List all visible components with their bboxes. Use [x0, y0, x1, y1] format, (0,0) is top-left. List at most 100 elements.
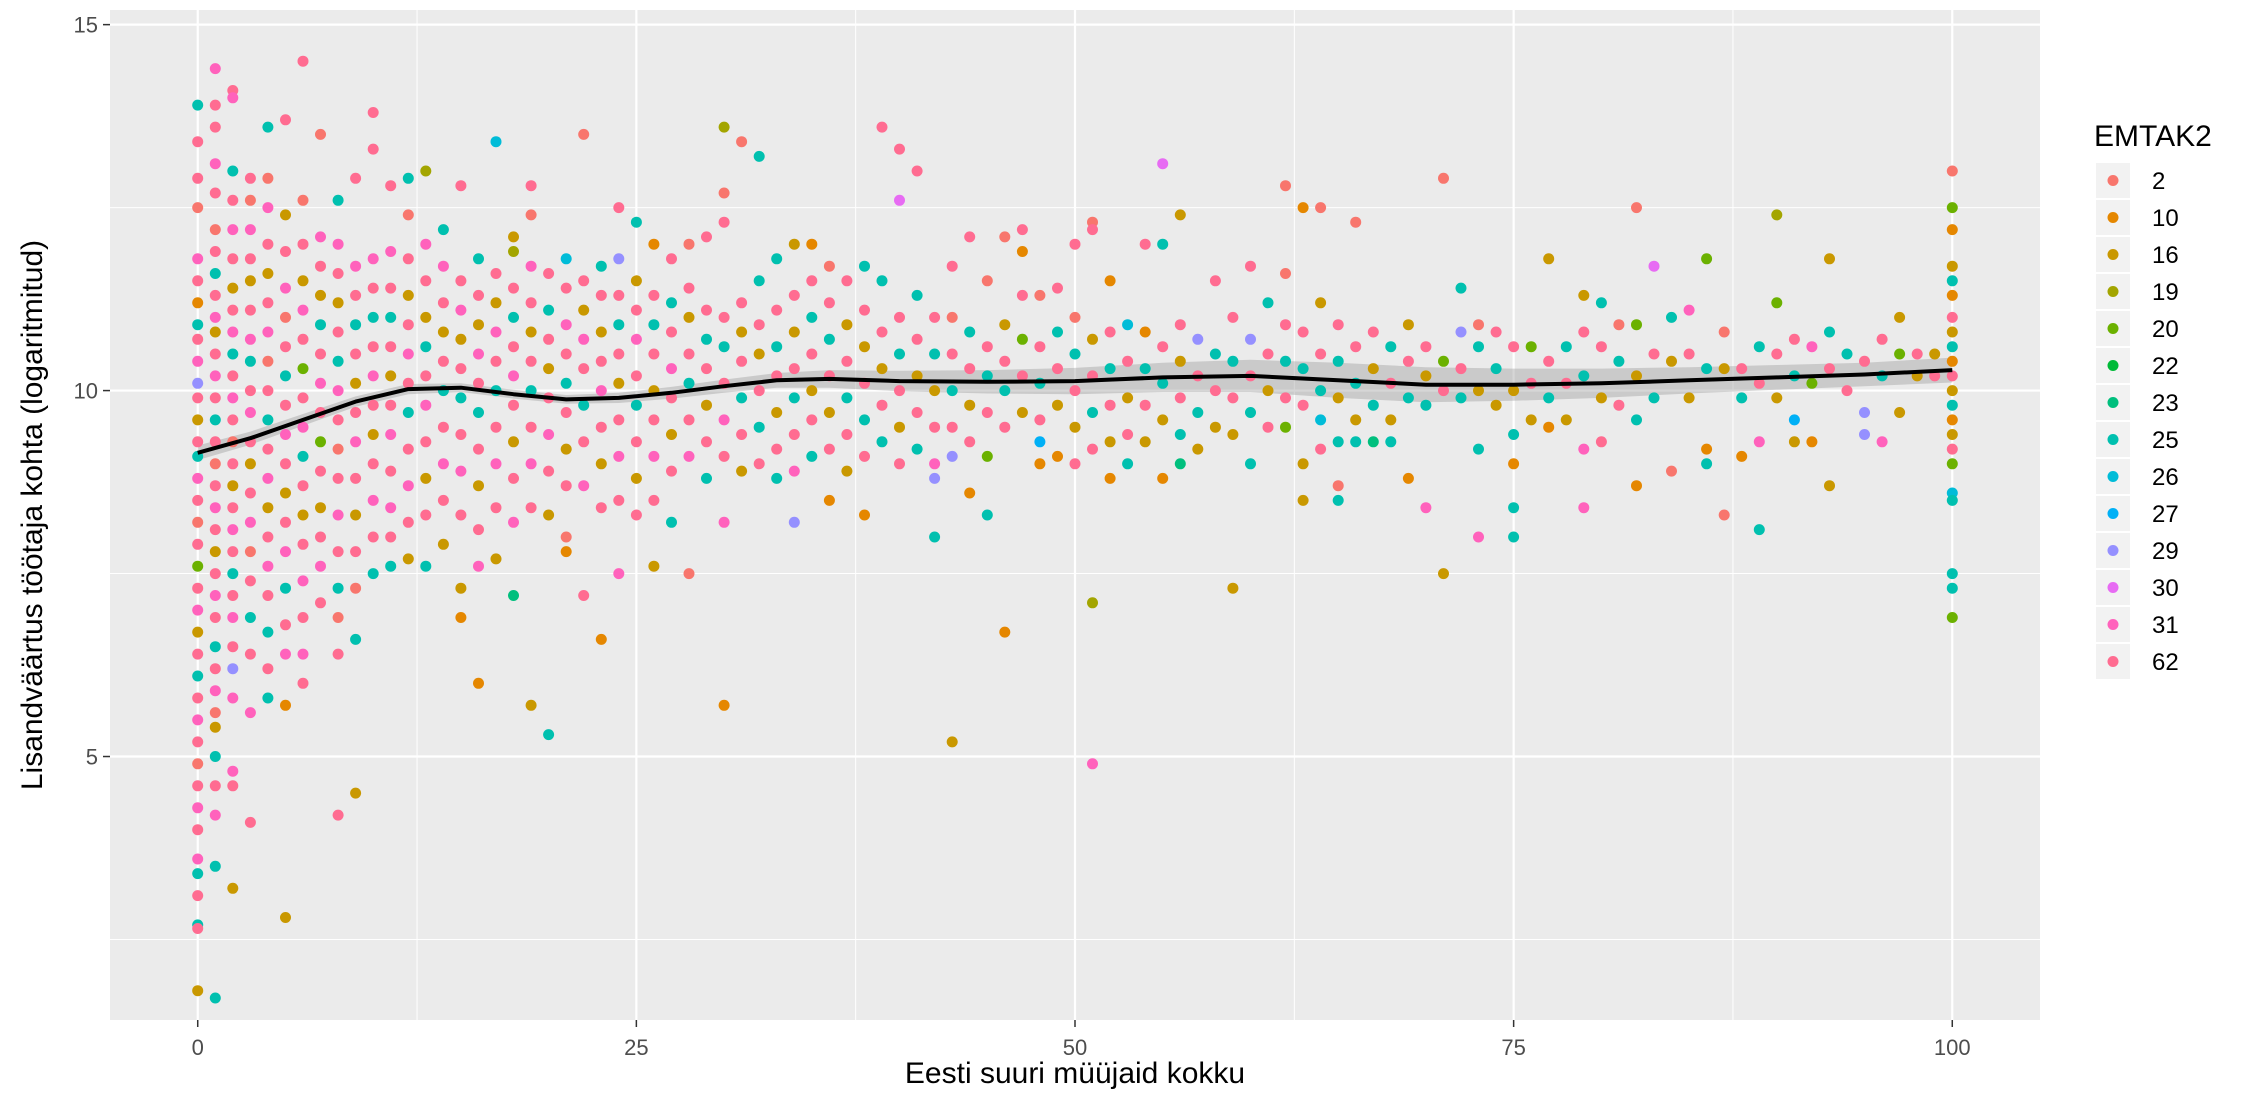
data-point	[209, 685, 221, 697]
data-point	[1859, 355, 1870, 367]
data-point	[543, 429, 555, 440]
data-point	[876, 399, 888, 411]
data-point	[1946, 355, 1958, 367]
data-point	[192, 692, 204, 704]
data-point	[508, 436, 519, 448]
data-point	[367, 429, 379, 440]
data-point	[964, 487, 976, 499]
data-point	[1157, 414, 1169, 426]
data-point	[666, 326, 677, 338]
data-point	[1052, 326, 1063, 338]
data-point	[999, 421, 1011, 433]
data-point	[227, 194, 239, 206]
data-point	[946, 385, 958, 397]
data-point	[332, 809, 344, 821]
data-point	[1543, 355, 1555, 367]
data-point	[560, 407, 572, 418]
data-point	[385, 370, 397, 382]
data-point	[244, 172, 256, 184]
data-point	[1473, 385, 1484, 397]
data-point	[806, 450, 818, 462]
data-point	[683, 568, 695, 580]
data-point	[420, 311, 432, 323]
data-point	[332, 414, 344, 426]
data-point	[1946, 399, 1958, 411]
data-point	[280, 282, 291, 294]
data-point	[788, 429, 800, 440]
data-point	[244, 546, 256, 558]
data-point	[402, 253, 414, 265]
data-point	[1069, 458, 1081, 470]
data-point	[806, 348, 818, 360]
data-point	[297, 648, 309, 660]
data-point	[894, 458, 905, 470]
data-point	[736, 297, 748, 309]
data-point	[1859, 407, 1870, 418]
data-point	[209, 311, 221, 323]
data-point	[244, 612, 256, 623]
data-point	[227, 458, 239, 470]
data-point	[1946, 275, 1958, 287]
data-point	[1139, 436, 1151, 448]
data-point	[297, 421, 309, 433]
data-point	[1701, 443, 1713, 455]
data-point	[192, 472, 204, 484]
data-point	[736, 429, 748, 440]
data-point	[1157, 341, 1169, 353]
data-point	[192, 333, 204, 345]
data-point	[788, 465, 800, 477]
data-point	[209, 436, 221, 448]
data-point	[841, 319, 853, 331]
data-point	[455, 363, 467, 375]
data-point	[209, 524, 221, 536]
data-point	[350, 582, 362, 594]
data-point	[666, 363, 677, 375]
data-point	[367, 399, 379, 411]
data-point	[262, 531, 274, 543]
data-point	[1595, 341, 1607, 353]
data-point	[1595, 436, 1607, 448]
data-point	[1016, 333, 1028, 345]
data-point	[560, 282, 572, 294]
data-point	[455, 509, 467, 521]
data-point	[209, 414, 221, 426]
data-point	[420, 165, 432, 177]
data-point	[297, 194, 309, 206]
data-point	[1946, 370, 1958, 382]
data-point	[630, 436, 642, 448]
data-point	[385, 246, 397, 257]
data-point	[332, 194, 344, 206]
data-point	[701, 231, 712, 243]
data-point	[666, 392, 677, 404]
data-point	[508, 311, 519, 323]
data-point	[525, 326, 537, 338]
data-point	[209, 707, 221, 719]
data-point	[280, 648, 291, 660]
data-point	[560, 348, 572, 360]
data-point	[1315, 443, 1327, 455]
data-point	[1315, 414, 1327, 426]
data-point	[1894, 407, 1906, 418]
data-point	[262, 238, 274, 250]
legend-item-label: 10	[2152, 205, 2179, 232]
data-point	[1104, 326, 1116, 338]
data-point	[1139, 326, 1151, 338]
data-point	[666, 297, 677, 309]
data-point	[262, 172, 274, 184]
data-point	[1666, 355, 1677, 367]
data-point	[1824, 480, 1835, 492]
data-point	[490, 458, 502, 470]
data-point	[1122, 355, 1134, 367]
data-point	[630, 333, 642, 345]
data-point	[1946, 443, 1958, 455]
data-point	[1438, 568, 1449, 580]
legend-key-dot	[2107, 286, 2119, 297]
data-point	[490, 355, 502, 367]
data-point	[525, 297, 537, 309]
data-point	[315, 348, 326, 360]
data-point	[701, 333, 712, 345]
data-point	[262, 560, 274, 572]
data-point	[385, 180, 397, 192]
data-point	[332, 297, 344, 309]
data-point	[1016, 246, 1028, 257]
